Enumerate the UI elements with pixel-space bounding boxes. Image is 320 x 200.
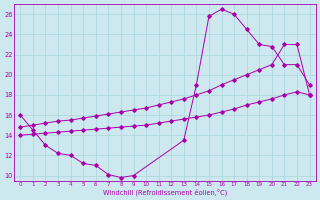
X-axis label: Windchill (Refroidissement éolien,°C): Windchill (Refroidissement éolien,°C) — [103, 188, 227, 196]
